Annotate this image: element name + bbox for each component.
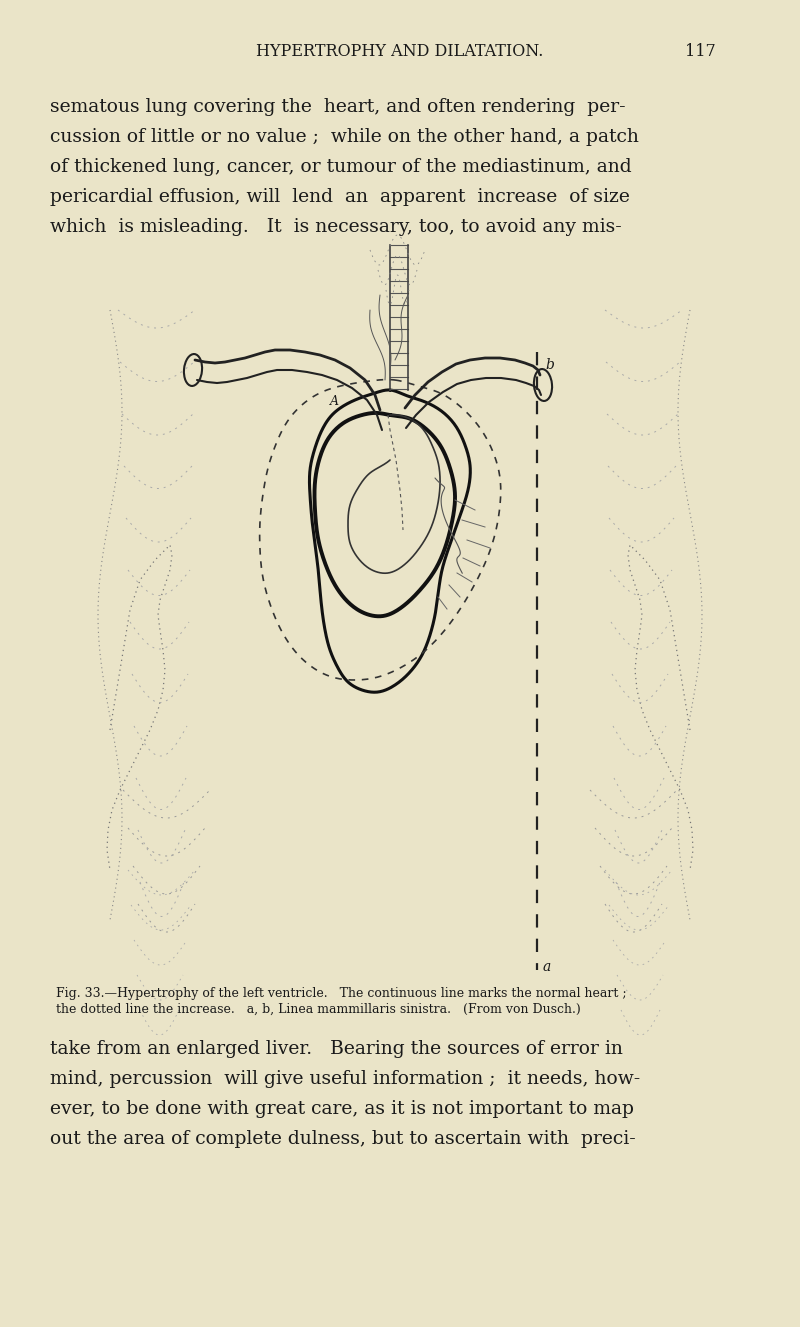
Ellipse shape (184, 354, 202, 386)
Text: of thickened lung, cancer, or tumour of the mediastinum, and: of thickened lung, cancer, or tumour of … (50, 158, 632, 176)
Text: which  is misleading.   It  is necessary, too, to avoid any mis-: which is misleading. It is necessary, to… (50, 218, 622, 236)
Text: a: a (543, 959, 551, 974)
Text: the dotted line the increase.   a, b, Linea mammillaris sinistra.   (From von Du: the dotted line the increase. a, b, Line… (56, 1003, 581, 1016)
Text: sematous lung covering the  heart, and often rendering  per-: sematous lung covering the heart, and of… (50, 98, 626, 115)
Text: take from an enlarged liver.   Bearing the sources of error in: take from an enlarged liver. Bearing the… (50, 1040, 623, 1058)
Ellipse shape (534, 369, 552, 401)
Text: A: A (330, 395, 339, 407)
Text: b: b (545, 358, 554, 372)
Text: Fig. 33.—Hypertrophy of the left ventricle.   The continuous line marks the norm: Fig. 33.—Hypertrophy of the left ventric… (56, 987, 626, 1001)
Text: pericardial effusion, will  lend  an  apparent  increase  of size: pericardial effusion, will lend an appar… (50, 188, 630, 206)
Text: HYPERTROPHY AND DILATATION.: HYPERTROPHY AND DILATATION. (256, 44, 544, 61)
Text: ever, to be done with great care, as it is not important to map: ever, to be done with great care, as it … (50, 1100, 634, 1119)
Text: out the area of complete dulness, but to ascertain with  preci-: out the area of complete dulness, but to… (50, 1131, 636, 1148)
Text: mind, percussion  will give useful information ;  it needs, how-: mind, percussion will give useful inform… (50, 1070, 640, 1088)
Text: cussion of little or no value ;  while on the other hand, a patch: cussion of little or no value ; while on… (50, 127, 639, 146)
Text: 117: 117 (685, 44, 715, 61)
